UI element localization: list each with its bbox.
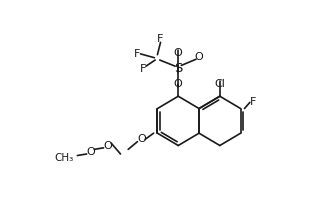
- Text: O: O: [137, 134, 146, 144]
- Text: F: F: [134, 49, 141, 59]
- Text: O: O: [103, 141, 112, 150]
- Text: CH₃: CH₃: [54, 153, 74, 163]
- Text: O: O: [174, 79, 182, 89]
- Text: O: O: [86, 147, 95, 157]
- Text: F: F: [250, 97, 256, 107]
- Text: F: F: [140, 63, 146, 73]
- Text: F: F: [157, 34, 164, 44]
- Text: Cl: Cl: [214, 79, 225, 89]
- Text: O: O: [195, 52, 203, 62]
- Text: O: O: [174, 48, 182, 58]
- Text: S: S: [174, 62, 182, 75]
